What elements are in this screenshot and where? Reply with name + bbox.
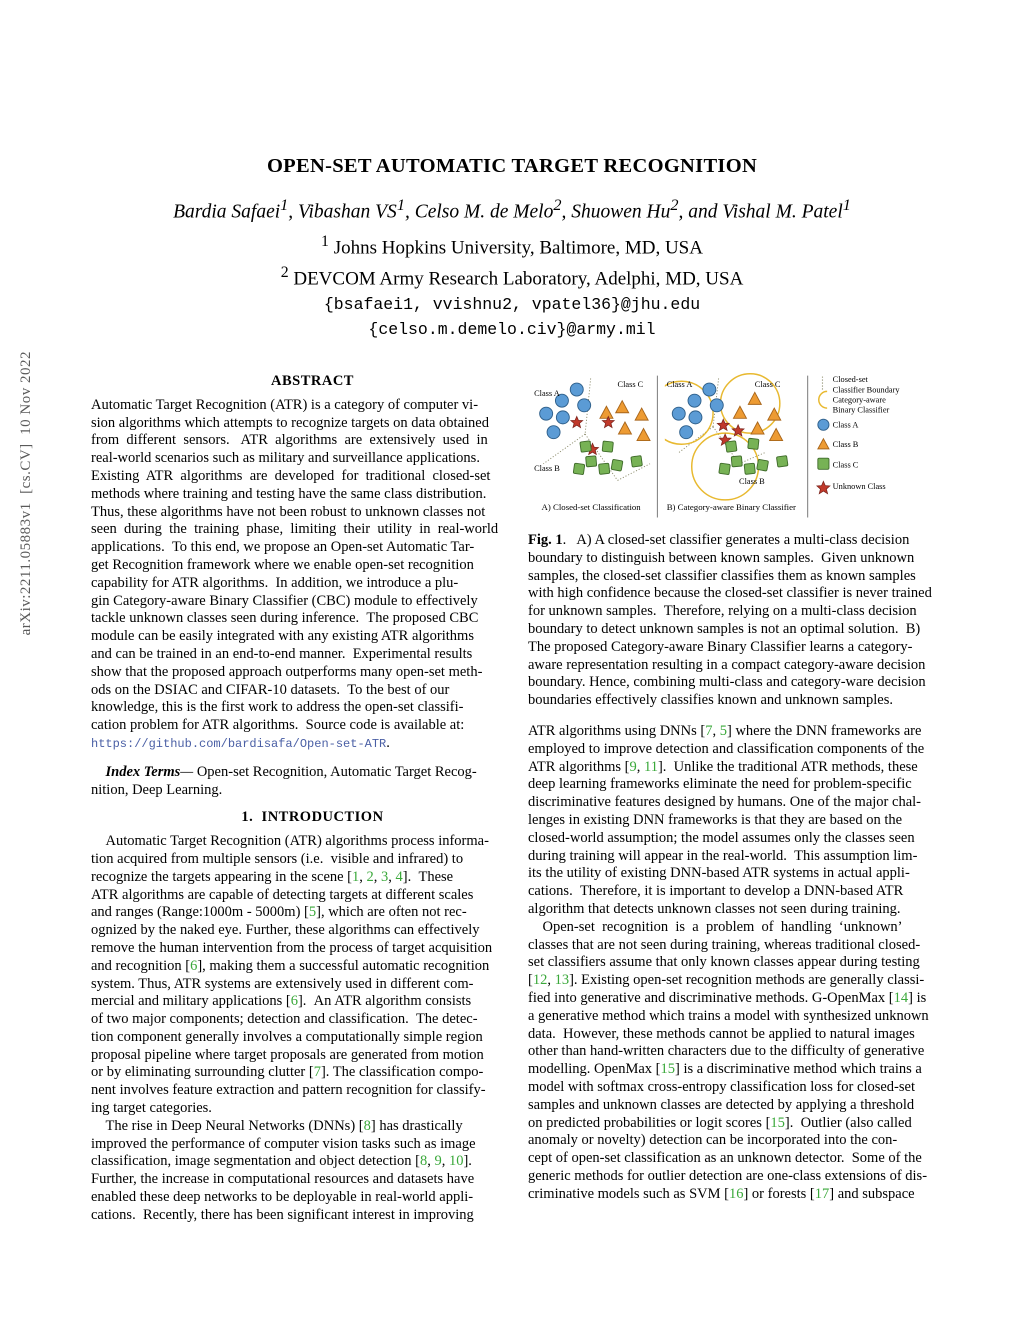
svg-text:Binary Classifier: Binary Classifier [833,406,890,415]
svg-text:A) Closed-set Classification: A) Closed-set Classification [542,502,642,512]
svg-text:Class C: Class C [833,460,859,469]
svg-text:B) Category-aware Binary Class: B) Category-aware Binary Classifier [667,502,796,512]
svg-text:Category-aware: Category-aware [833,396,886,405]
svg-text:Closed-set: Closed-set [833,375,869,384]
svg-text:Class A: Class A [534,389,560,398]
svg-text:Class A: Class A [667,380,693,389]
svg-text:Class B: Class B [534,464,560,473]
svg-text:Class B: Class B [739,477,765,486]
svg-text:Class C: Class C [755,380,781,389]
svg-text:Unknown Class: Unknown Class [833,482,886,491]
svg-text:Classifier Boundary: Classifier Boundary [833,385,901,394]
svg-text:Class A: Class A [833,421,859,430]
svg-text:Class C: Class C [618,380,644,389]
svg-text:Class B: Class B [833,440,859,449]
